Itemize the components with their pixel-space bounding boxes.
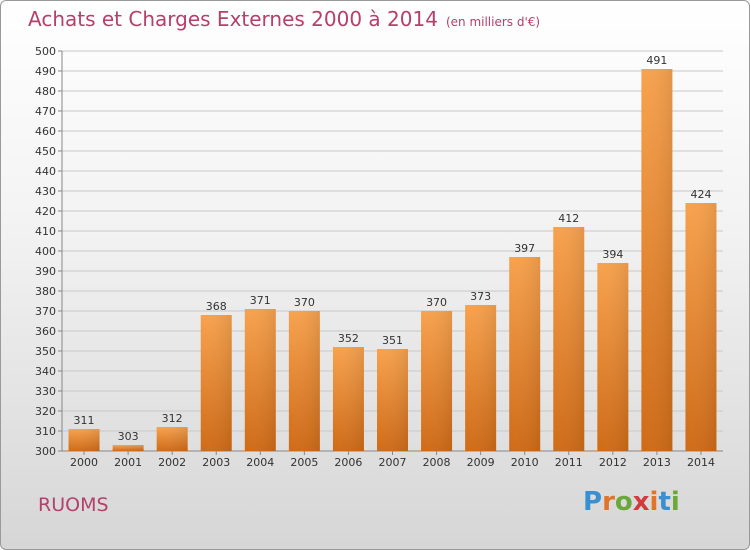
bar-shade [553,227,585,451]
x-tick-label: 2008 [423,456,451,469]
x-tick-label: 2007 [379,456,407,469]
x-tick-label: 2013 [643,456,671,469]
x-tick-label: 2006 [334,456,362,469]
bar-shade [332,347,364,451]
data-label: 373 [470,290,491,303]
chart-subtitle: (en milliers d'€) [445,15,541,29]
y-tick-label: 410 [35,225,56,238]
data-label: 368 [206,300,227,313]
bar-shade [509,257,541,451]
data-label: 370 [294,296,315,309]
y-tick-label: 470 [35,105,56,118]
x-tick-label: 2005 [290,456,318,469]
data-label: 412 [558,212,579,225]
data-label: 351 [382,334,403,347]
data-label: 424 [690,188,711,201]
y-tick-label: 350 [35,345,56,358]
bar-shade [465,305,497,451]
y-tick-label: 480 [35,85,56,98]
bar-shade [685,203,717,451]
x-tick-label: 2014 [687,456,715,469]
x-tick-label: 2000 [70,456,98,469]
y-tick-label: 320 [35,405,56,418]
y-tick-label: 490 [35,65,56,78]
y-tick-label: 340 [35,365,56,378]
bar-shade [288,311,320,451]
logo-letter: r [602,487,615,517]
x-tick-label: 2011 [555,456,583,469]
y-tick-label: 390 [35,265,56,278]
data-label: 371 [250,294,271,307]
data-label: 311 [74,414,95,427]
data-label: 370 [426,296,447,309]
logo-letter: i [649,487,659,517]
y-tick-label: 420 [35,205,56,218]
y-tick-label: 310 [35,425,56,438]
proxiti-logo: Proxiti [583,487,680,517]
y-tick-label: 300 [35,445,56,458]
y-tick-label: 440 [35,165,56,178]
bar-shade [421,311,453,451]
logo-letter: P [583,487,603,517]
y-tick-label: 460 [35,125,56,138]
y-tick-label: 500 [35,45,56,58]
x-tick-label: 2002 [158,456,186,469]
y-tick-label: 380 [35,285,56,298]
bar-shade [68,429,100,451]
bar-shade [156,427,188,451]
bar-shade [641,69,673,451]
data-label: 303 [118,430,139,443]
y-tick-label: 400 [35,245,56,258]
town-name: RUOMS [38,494,109,516]
x-tick-label: 2012 [599,456,627,469]
data-label: 394 [602,248,623,261]
logo-letter: i [670,487,680,517]
data-label: 397 [514,242,535,255]
chart-title-main: Achats et Charges Externes 2000 à 2014 [28,7,438,31]
bar-shade [377,349,408,451]
x-tick-label: 2003 [202,456,230,469]
bar-shade [244,309,276,451]
y-tick-label: 360 [35,325,56,338]
logo-letter: o [614,487,633,517]
y-tick-label: 330 [35,385,56,398]
chart-title: Achats et Charges Externes 2000 à 2014 (e… [28,7,540,31]
logo-letter: t [658,487,671,517]
x-tick-label: 2004 [246,456,274,469]
y-tick-label: 450 [35,145,56,158]
bar-shade [200,315,232,451]
data-label: 352 [338,332,359,345]
x-tick-label: 2010 [511,456,539,469]
logo-letter: x [632,487,650,517]
x-tick-label: 2009 [467,456,495,469]
data-label: 491 [646,54,667,67]
y-tick-label: 370 [35,305,56,318]
bar-shade [597,263,629,451]
x-tick-label: 2001 [114,456,142,469]
y-tick-label: 430 [35,185,56,198]
data-label: 312 [162,412,183,425]
bar-shade [112,445,144,451]
